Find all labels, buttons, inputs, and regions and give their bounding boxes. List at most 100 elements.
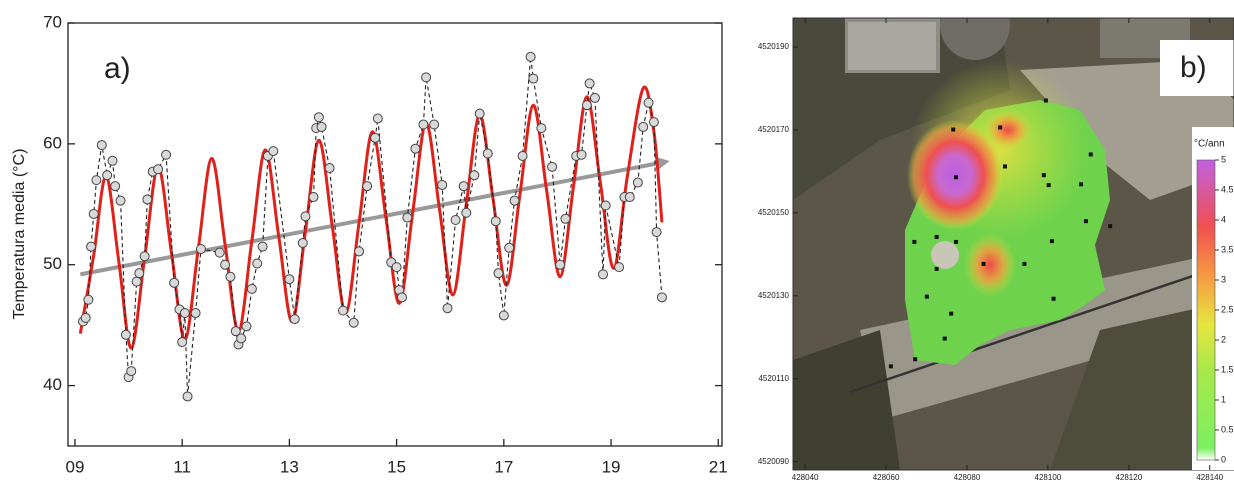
y-tick-label: 40 [43, 375, 62, 394]
data-point [498, 310, 509, 321]
data-point [230, 326, 241, 337]
data-point [289, 314, 300, 325]
data-point [142, 194, 153, 205]
x-tick-label: 13 [280, 457, 299, 476]
data-point [153, 164, 164, 175]
data-point [126, 366, 137, 377]
y-tick-label: 4520190 [758, 42, 790, 51]
data-point [316, 121, 327, 132]
data-point [115, 195, 126, 206]
data-point [91, 175, 102, 186]
x-tick-label: 17 [494, 457, 513, 476]
panel-label: a) [104, 52, 131, 85]
data-point [528, 73, 539, 84]
data-point [504, 242, 515, 253]
sample-point [981, 261, 986, 266]
data-point [638, 121, 649, 132]
colorbar-tick-label: 2 [1221, 334, 1226, 344]
data-point [410, 143, 421, 154]
panel-label: b) [1180, 51, 1207, 84]
panel-a: a) Temperatura media (°C) 40 50 60 70 09 11 13… [11, 12, 727, 476]
data-point [362, 181, 373, 192]
data-point [597, 269, 608, 280]
sample-point [1046, 183, 1051, 188]
sample-point [934, 234, 939, 239]
sample-point [1003, 164, 1008, 169]
data-point [450, 214, 461, 225]
data-point [482, 148, 493, 159]
data-point [624, 192, 635, 203]
y-tick-label: 4520130 [758, 291, 790, 300]
data-point [338, 305, 349, 316]
y-axis-label: Temperatura media (°C) [11, 149, 28, 320]
y-tick-label: 4520150 [758, 208, 790, 217]
sample-point [954, 175, 959, 180]
colorbar-tick-label: 1 [1221, 394, 1226, 404]
data-point [555, 259, 566, 270]
colorbar [1196, 159, 1216, 461]
data-point [80, 312, 91, 323]
data-point [348, 317, 359, 328]
x-tick-label: 15 [387, 457, 406, 476]
data-point [297, 237, 308, 248]
colorbar-tick-label: 4 [1221, 214, 1226, 224]
data-point [284, 274, 295, 285]
data-point [225, 271, 236, 282]
data-point [102, 170, 113, 181]
map-frame [792, 17, 1234, 471]
x-tick-label: 428040 [792, 473, 819, 482]
data-point [313, 112, 324, 123]
sample-point [951, 127, 956, 132]
x-tick-label: 11 [173, 457, 191, 476]
sample-point [954, 239, 959, 244]
data-point [656, 292, 667, 303]
data-point [252, 258, 263, 269]
data-point [214, 247, 225, 258]
data-point [525, 51, 536, 62]
y-tick-label: 60 [43, 133, 62, 152]
sample-point [924, 294, 929, 299]
sample-point [949, 311, 954, 316]
data-point [643, 97, 654, 108]
colorbar-tick-label: 4.5 [1221, 184, 1234, 194]
data-point [120, 329, 131, 340]
data-point [589, 92, 600, 103]
sample-point [942, 336, 947, 341]
data-point [324, 163, 335, 174]
colorbar-title: °C/ann [1194, 139, 1225, 150]
data-point [600, 200, 611, 211]
data-point [458, 181, 469, 192]
sample-point [888, 364, 893, 369]
sample-point [1049, 239, 1054, 244]
data-point [370, 132, 381, 143]
x-tick-label: 428100 [1035, 473, 1062, 482]
data-point [179, 308, 190, 319]
data-point [107, 155, 118, 166]
data-point [490, 216, 501, 227]
colorbar-tick-label: 3 [1221, 274, 1226, 284]
data-point [581, 100, 592, 111]
data-point [308, 192, 319, 203]
y-tick-label: 4520110 [758, 374, 789, 383]
data-point [220, 259, 231, 270]
label-box [1160, 40, 1234, 96]
data-point [372, 113, 383, 124]
data-point [241, 321, 252, 332]
x-tick-label: 09 [66, 457, 85, 476]
colorbar-tick-label: 0 [1221, 454, 1226, 464]
colorbar-tick-label: 0.5 [1221, 424, 1234, 434]
x-tick-label: 428120 [1115, 473, 1142, 482]
data-point [88, 208, 99, 219]
data-line [82, 56, 663, 397]
map-image [793, 18, 1234, 470]
data-point [632, 177, 643, 188]
data-point [182, 391, 193, 402]
data-point [442, 303, 453, 314]
sample-point [1051, 296, 1056, 301]
data-point [96, 140, 107, 151]
sample-point [1108, 224, 1113, 229]
data-point [584, 78, 595, 89]
data-point [391, 262, 402, 273]
